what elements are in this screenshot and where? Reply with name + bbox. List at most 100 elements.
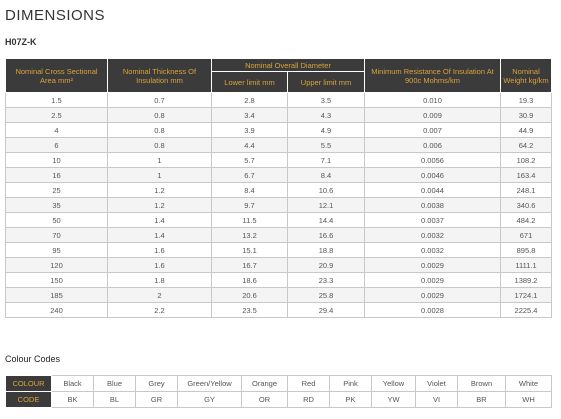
table-cell: 0.010 (364, 92, 502, 108)
table-cell: 6.7 (211, 167, 288, 183)
colour-codes-title: Colour Codes (5, 354, 61, 364)
colour-row: COLOUR Black Blue Grey Green/Yellow Orange Re… (5, 375, 552, 392)
table-cell: 0.0028 (364, 302, 502, 318)
table-cell: 25.8 (286, 287, 366, 303)
table-cell: 0.006 (364, 137, 502, 153)
table-cell: 10.6 (286, 182, 366, 198)
table-row: 10 1 5.7 7.1 0.0056 108.2 (5, 152, 553, 168)
colour-code-cell: WH (505, 391, 552, 408)
table-row: 240 2.2 23.5 29.4 0.0028 2225.4 (5, 302, 553, 318)
table-cell: 150 (5, 272, 108, 288)
table-cell: 13.2 (211, 227, 288, 243)
table-cell: 0.0029 (364, 257, 502, 273)
table-cell: 1.4 (107, 212, 212, 228)
dimensions-table-body: 1.5 0.7 2.8 3.5 0.010 19.3 2.5 0.8 3.4 4.3 0.009 30… (5, 92, 553, 318)
table-cell: 120 (5, 257, 108, 273)
table-row: 95 1.6 15.1 18.8 0.0032 895.8 (5, 242, 553, 258)
table-row: 6 0.8 4.4 5.5 0.006 64.2 (5, 137, 553, 153)
colour-code-cell: PK (329, 391, 372, 408)
table-cell: 35 (5, 197, 108, 213)
table-cell: 0.8 (107, 107, 212, 123)
table-row: 16 1 6.7 8.4 0.0046 163.4 (5, 167, 553, 183)
colour-name-cell: White (505, 375, 552, 392)
table-cell: 1724.1 (500, 287, 553, 303)
table-cell: 20.9 (286, 257, 366, 273)
table-cell: 2 (107, 287, 212, 303)
table-cell: 4.4 (211, 137, 288, 153)
table-cell: 23.5 (211, 302, 288, 318)
table-cell: 1389.2 (500, 272, 553, 288)
table-cell: 0.0038 (364, 197, 502, 213)
table-cell: 1.2 (107, 197, 212, 213)
table-cell: 1.6 (107, 242, 212, 258)
table-cell: 16 (5, 167, 108, 183)
table-cell: 1.2 (107, 182, 212, 198)
table-cell: 14.4 (286, 212, 366, 228)
table-row: 70 1.4 13.2 16.6 0.0032 671 (5, 227, 553, 243)
table-cell: 3.9 (211, 122, 288, 138)
header-nominal-weight: Nominal Weight kg/km (500, 58, 553, 93)
colour-name-cell: Green/Yellow (177, 375, 242, 392)
code-row: CODE BK BL GR GY OR RD PK YW VI BR WH (5, 391, 552, 408)
table-cell: 6 (5, 137, 108, 153)
table-cell: 484.2 (500, 212, 553, 228)
colour-name-cell: Blue (93, 375, 136, 392)
table-cell: 108.2 (500, 152, 553, 168)
table-cell: 0.0037 (364, 212, 502, 228)
header-insulation-resistance: Minimum Resistance Of Insulation At 900c… (364, 58, 502, 93)
table-cell: 0.0032 (364, 242, 502, 258)
table-cell: 0.8 (107, 122, 212, 138)
table-row: 150 1.8 18.6 23.3 0.0029 1389.2 (5, 272, 553, 288)
header-lower-limit: Lower limit mm (211, 71, 288, 93)
colour-code-cell: RD (287, 391, 330, 408)
colour-codes-table: COLOUR Black Blue Grey Green/Yellow Orange Re… (5, 375, 552, 408)
table-cell: 50 (5, 212, 108, 228)
table-cell: 0.8 (107, 137, 212, 153)
table-row: 185 2 20.6 25.8 0.0029 1724.1 (5, 287, 553, 303)
colour-label: COLOUR (5, 375, 52, 392)
header-upper-limit: Upper limit mm (286, 71, 366, 93)
table-cell: 18.6 (211, 272, 288, 288)
table-cell: 185 (5, 287, 108, 303)
header-overall-diameter: Nominal Overall Diameter (210, 58, 366, 72)
table-cell: 12.1 (286, 197, 366, 213)
table-cell: 0.0029 (364, 272, 502, 288)
table-cell: 19.3 (500, 92, 553, 108)
table-cell: 4.3 (286, 107, 366, 123)
table-cell: 16.7 (211, 257, 288, 273)
table-cell: 240 (5, 302, 108, 318)
table-row: 35 1.2 9.7 12.1 0.0038 340.6 (5, 197, 553, 213)
colour-code-cell: BR (457, 391, 506, 408)
table-cell: 5.7 (211, 152, 288, 168)
table-row: 50 1.4 11.5 14.4 0.0037 484.2 (5, 212, 553, 228)
table-cell: 0.0056 (364, 152, 502, 168)
table-cell: 3.5 (286, 92, 366, 108)
table-cell: 70 (5, 227, 108, 243)
table-cell: 4.9 (286, 122, 366, 138)
product-code: H07Z-K (5, 37, 37, 47)
table-row: 120 1.6 16.7 20.9 0.0029 1111.1 (5, 257, 553, 273)
table-cell: 2.5 (5, 107, 108, 123)
colour-name-cell: Black (51, 375, 94, 392)
table-cell: 95 (5, 242, 108, 258)
table-row: 4 0.8 3.9 4.9 0.007 44.9 (5, 122, 553, 138)
table-cell: 0.7 (107, 92, 212, 108)
table-cell: 44.9 (500, 122, 553, 138)
colour-code-cell: BL (93, 391, 136, 408)
table-cell: 30.9 (500, 107, 553, 123)
table-cell: 9.7 (211, 197, 288, 213)
table-cell: 8.4 (211, 182, 288, 198)
header-cross-section: Nominal Cross Sectional Area mm² (5, 58, 108, 93)
colour-name-cell: Yellow (371, 375, 416, 392)
table-cell: 2.2 (107, 302, 212, 318)
header-insulation-thickness: Nominal Thickness Of Insulation mm (107, 58, 212, 93)
table-cell: 3.4 (211, 107, 288, 123)
table-cell: 23.3 (286, 272, 366, 288)
colour-code-cell: GR (135, 391, 178, 408)
table-cell: 2.8 (211, 92, 288, 108)
table-cell: 1.8 (107, 272, 212, 288)
table-cell: 163.4 (500, 167, 553, 183)
colour-name-cell: Orange (241, 375, 288, 392)
colour-code-cell: VI (415, 391, 458, 408)
table-cell: 1.6 (107, 257, 212, 273)
